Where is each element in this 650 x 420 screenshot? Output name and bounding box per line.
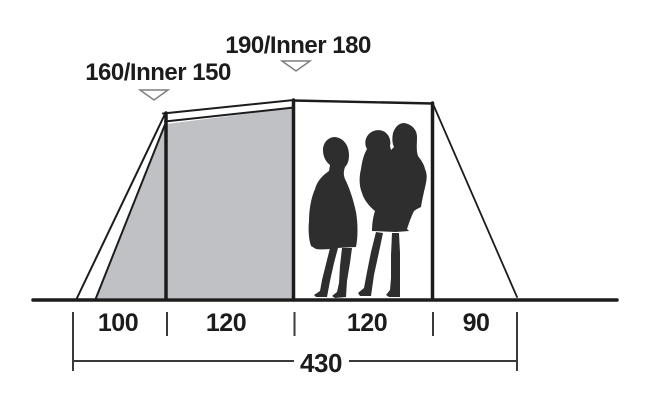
section-width-label-3: 120 [346,309,388,337]
adult-with-child-silhouette-body [359,123,427,232]
tent-front-slope-inner-line [95,121,167,299]
tent-side-panel-mid [166,108,293,298]
people-silhouette [308,123,427,298]
tent-front-slope-outer-line [76,113,166,299]
dimension-annotations [72,312,518,371]
woman-silhouette-body [308,137,358,250]
woman-silhouette-front-leg [314,248,338,297]
section-width-label-2: 120 [205,309,247,337]
tent-roof-band-top-line [162,99,295,115]
total-width-label: 430 [300,348,342,378]
woman-silhouette-back-leg [332,248,352,298]
tent-guy-line [432,103,518,298]
tent-roof-band-bottom-line [164,106,295,123]
height-markers [137,60,313,101]
section-width-label-4: 90 [462,309,490,337]
adult-silhouette-front-leg [358,232,383,296]
tent-structure [31,98,619,302]
tent-roof-line-right [291,99,435,105]
adult-silhouette-back-leg [386,233,400,297]
peak-height-label: 190/Inner 180 [225,32,371,59]
height-marker-triangle-peak [279,60,313,72]
left-height-label: 160/Inner 150 [85,59,231,86]
height-marker-triangle-left [137,89,171,101]
section-width-label-1: 100 [97,309,139,337]
